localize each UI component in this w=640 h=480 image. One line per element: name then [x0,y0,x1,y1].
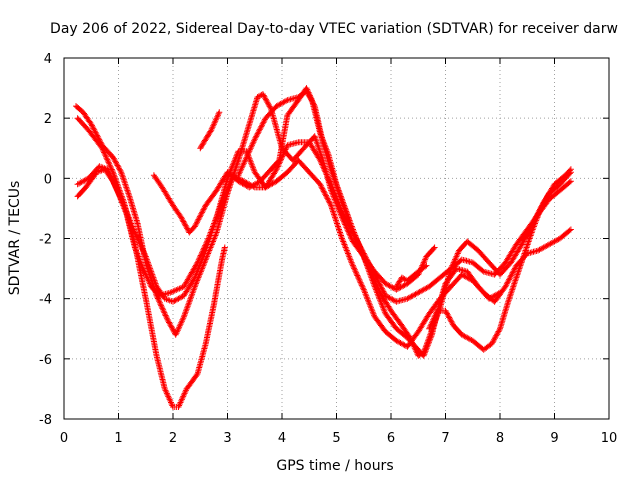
series-8 [197,109,223,152]
series-8-markers [197,109,223,152]
series-6-markers [235,88,503,359]
y-axis-label: SDTVAR / TECUs [7,181,23,296]
x-tick-label: 7 [441,431,449,446]
x-tick-label: 9 [550,431,558,446]
x-tick-label: 10 [601,431,618,446]
series-9-markers [393,262,430,290]
x-tick-label: 0 [60,431,68,446]
series-6 [235,88,503,359]
series-9 [393,262,430,290]
y-tick-label: -2 [39,233,52,248]
x-tick-label: 5 [332,431,340,446]
y-tick-label: 2 [44,112,52,127]
x-tick-label: 2 [169,431,177,446]
y-tick-labels: -8 -6 -4 -2 0 2 4 [39,52,52,428]
y-tick-label: -8 [39,413,52,428]
y-tick-label: -6 [39,353,52,368]
x-tick-label: 1 [114,431,122,446]
series-7-markers [426,169,574,353]
series-7 [426,169,574,353]
x-tick-label: 4 [278,431,286,446]
x-axis-label: GPS time / hours [276,458,393,474]
chart-title: Day 206 of 2022, Sidereal Day-to-day VTE… [50,21,618,37]
data-marks [73,85,574,410]
x-tick-label: 8 [496,431,504,446]
y-tick-label: -4 [39,293,52,308]
x-tick-label: 3 [223,431,231,446]
x-tick-label: 6 [387,431,395,446]
x-tick-labels: 0 1 2 3 4 5 6 7 8 9 10 [60,431,617,446]
y-tick-label: 0 [44,172,52,187]
axis-ticks [63,57,610,420]
y-tick-label: 4 [44,52,52,67]
